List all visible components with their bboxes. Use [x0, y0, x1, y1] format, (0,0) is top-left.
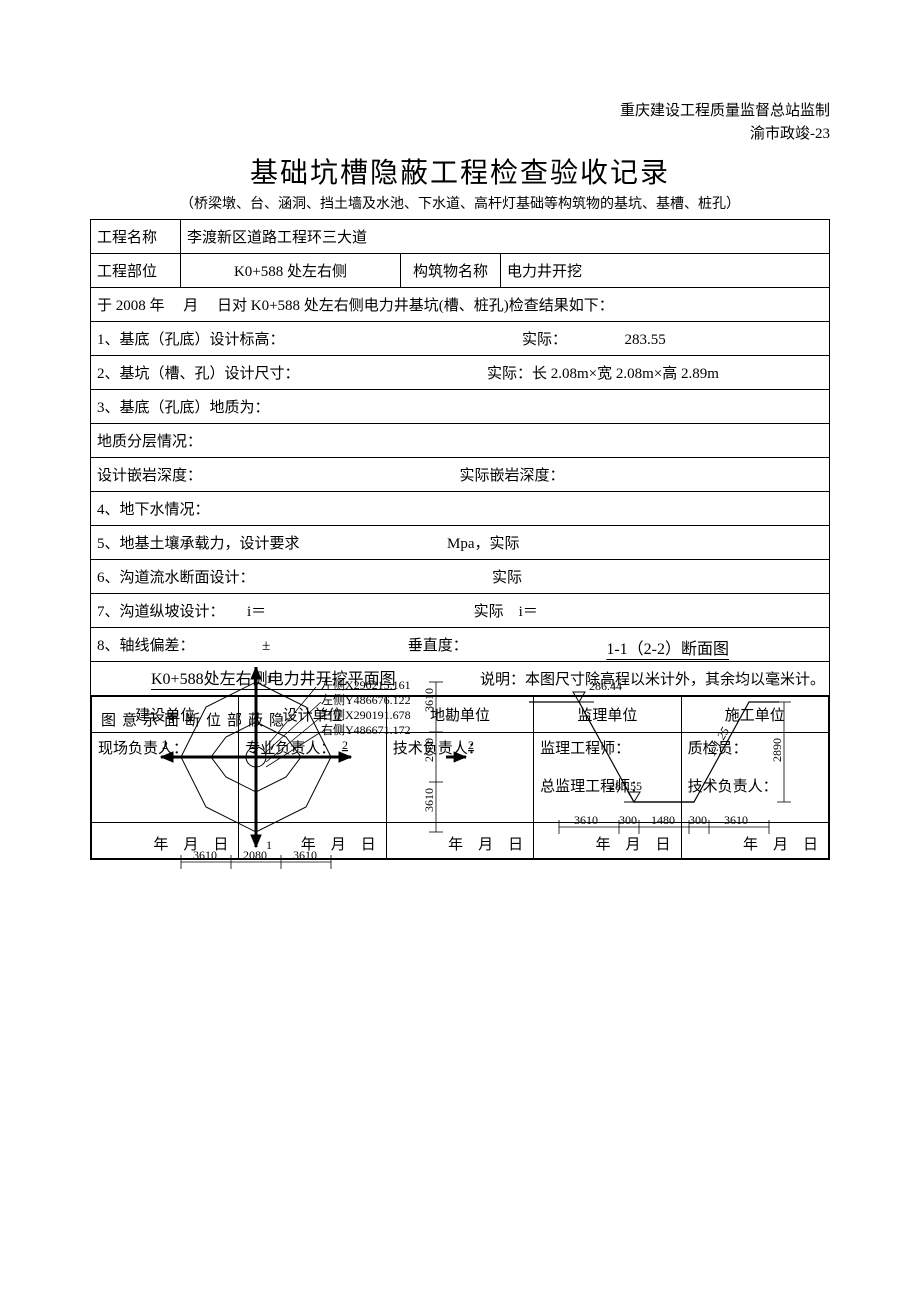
svg-text:300: 300	[619, 813, 637, 827]
svg-text:右侧Y486671.172: 右侧Y486671.172	[321, 722, 411, 737]
check-result: 于 2008 年 月 日对 K0+588 处左右侧电力井基坑(槽、桩孔)检查结果…	[91, 288, 830, 322]
plan-diagram: 1 1 2 2 左侧X290215.161 左侧Y486676.122 右侧X2…	[126, 667, 516, 897]
section-caption: 1-1（2-2）断面图	[606, 635, 729, 659]
diagram-cell: 隐蔽部位断面示意图	[91, 662, 830, 696]
row1: 1、基底（孔底）设计标高： 实际： 283.55	[91, 322, 830, 356]
diagram-note: 说明：本图尺寸除高程以米计外，其余均以毫米计。	[480, 668, 825, 689]
doc-title: 基础坑槽隐蔽工程检查验收记录	[90, 151, 830, 191]
svg-text:2080: 2080	[243, 848, 267, 862]
plan-caption: K0+588处左右侧电力井开挖平面图	[151, 665, 396, 689]
row2: 2、基坑（槽、孔）设计尺寸： 实际：长 2.08m×宽 2.08m×高 2.89…	[91, 356, 830, 390]
svg-text:3610: 3610	[293, 848, 317, 862]
svg-text:3610: 3610	[724, 813, 748, 827]
svg-text:左侧Y486676.122: 左侧Y486676.122	[321, 692, 411, 707]
svg-text:283.55: 283.55	[609, 779, 642, 793]
row4: 地质分层情况：	[91, 424, 830, 458]
svg-text:2: 2	[468, 738, 474, 752]
svg-text:1:1.25: 1:1.25	[704, 725, 732, 759]
main-table: 工程名称 李渡新区道路工程环三大道 工程部位 K0+588 处左右侧 构筑物名称…	[90, 219, 830, 860]
svg-text:300: 300	[689, 813, 707, 827]
row9: 7、沟道纵坡设计： i＝ 实际 i＝	[91, 594, 830, 628]
section-diagram: 286.44 283.55 1:1.25 2890	[519, 672, 819, 872]
row7: 5、地基土壤承载力，设计要求 Mpa，实际	[91, 526, 830, 560]
row6: 4、地下水情况：	[91, 492, 830, 526]
project-name-label: 工程名称	[91, 220, 181, 254]
svg-text:右侧X290191.678: 右侧X290191.678	[321, 707, 411, 722]
svg-text:2: 2	[342, 738, 348, 752]
row8: 6、沟道流水断面设计： 实际	[91, 560, 830, 594]
svg-text:3610: 3610	[422, 788, 436, 812]
part-label: 工程部位	[91, 254, 181, 288]
svg-text:2890: 2890	[770, 738, 784, 762]
svg-text:3610: 3610	[574, 813, 598, 827]
part-value: K0+588 处左右侧	[181, 254, 401, 288]
svg-text:2: 2	[162, 738, 168, 752]
svg-text:3610: 3610	[422, 688, 436, 712]
row5: 设计嵌岩深度： 实际嵌岩深度：	[91, 458, 830, 492]
svg-text:1480: 1480	[651, 813, 675, 827]
svg-text:3610: 3610	[193, 848, 217, 862]
header-supervisor: 重庆建设工程质量监督总站监制 渝市政竣-23	[90, 100, 830, 145]
row3: 3、基底（孔底）地质为：	[91, 390, 830, 424]
svg-text:2080: 2080	[422, 738, 436, 762]
doc-subtitle: （桥梁墩、台、涵洞、挡土墙及水池、下水道、高杆灯基础等构筑物的基坑、基槽、桩孔）	[90, 193, 830, 213]
structure-label: 构筑物名称	[401, 254, 501, 288]
project-name-value: 李渡新区道路工程环三大道	[181, 220, 830, 254]
structure-value: 电力井开挖	[501, 254, 830, 288]
